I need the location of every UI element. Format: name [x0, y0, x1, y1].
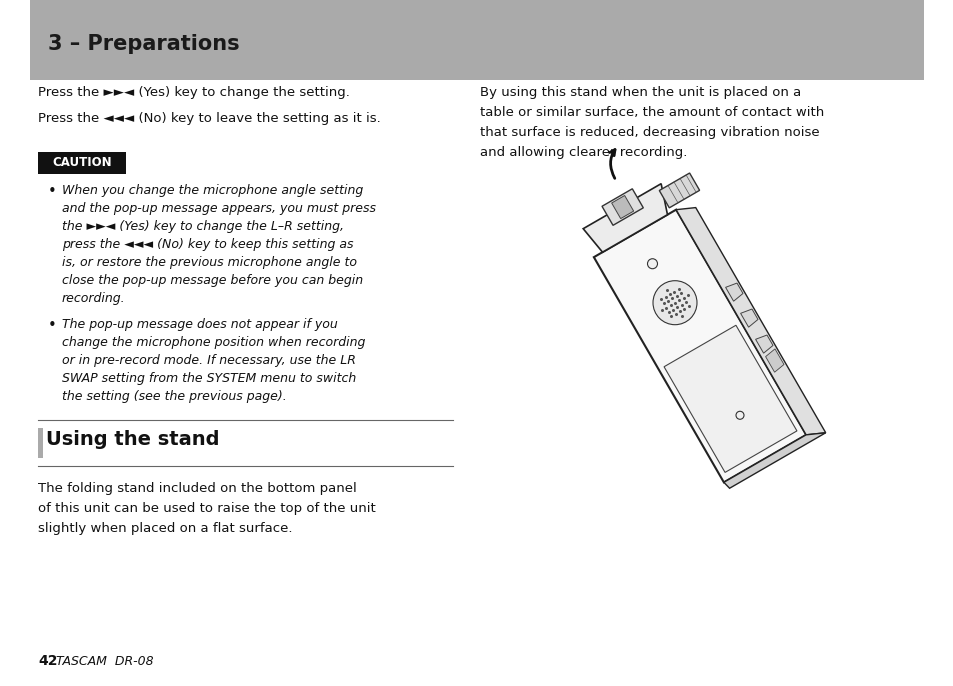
Polygon shape [582, 184, 667, 252]
Polygon shape [663, 325, 796, 473]
Text: is, or restore the previous microphone angle to: is, or restore the previous microphone a… [62, 256, 356, 269]
Polygon shape [593, 210, 805, 482]
Bar [38, 152, 126, 174]
Text: Press the ►►◄ (Yes) key to change the setting.: Press the ►►◄ (Yes) key to change the se… [38, 86, 350, 99]
Circle shape [652, 281, 697, 324]
Polygon shape [676, 208, 825, 435]
Text: or in pre-record mode. If necessary, use the LR: or in pre-record mode. If necessary, use… [62, 354, 355, 367]
Text: change the microphone position when recording: change the microphone position when reco… [62, 336, 365, 349]
Polygon shape [765, 349, 783, 372]
Text: 42: 42 [38, 654, 57, 668]
Polygon shape [659, 173, 699, 208]
Text: recording.: recording. [62, 292, 126, 305]
Text: 3 – Preparations: 3 – Preparations [48, 34, 239, 54]
Text: •: • [48, 318, 56, 333]
Text: table or similar surface, the amount of contact with: table or similar surface, the amount of … [479, 106, 823, 119]
Text: Press the ◄◄◄ (No) key to leave the setting as it is.: Press the ◄◄◄ (No) key to leave the sett… [38, 112, 380, 125]
Polygon shape [611, 196, 633, 219]
Text: and allowing clearer recording.: and allowing clearer recording. [479, 146, 687, 159]
Polygon shape [755, 335, 772, 353]
Circle shape [647, 259, 657, 269]
Text: The pop-up message does not appear if you: The pop-up message does not appear if yo… [62, 318, 337, 331]
Text: press the ◄◄◄ (No) key to keep this setting as: press the ◄◄◄ (No) key to keep this sett… [62, 238, 354, 251]
Text: When you change the microphone angle setting: When you change the microphone angle set… [62, 184, 363, 197]
Text: of this unit can be used to raise the top of the unit: of this unit can be used to raise the to… [38, 502, 375, 515]
Text: By using this stand when the unit is placed on a: By using this stand when the unit is pla… [479, 86, 801, 99]
Polygon shape [740, 309, 758, 327]
Polygon shape [601, 189, 642, 225]
Bar [30, 0, 923, 80]
Text: CAUTION: CAUTION [52, 156, 112, 169]
Bar [38, 428, 43, 458]
Polygon shape [723, 433, 825, 488]
Polygon shape [725, 283, 742, 301]
Text: close the pop-up message before you can begin: close the pop-up message before you can … [62, 274, 363, 287]
Text: TASCAM  DR-08: TASCAM DR-08 [56, 655, 153, 668]
Text: the setting (see the previous page).: the setting (see the previous page). [62, 390, 287, 403]
Text: and the pop-up message appears, you must press: and the pop-up message appears, you must… [62, 202, 375, 215]
Text: the ►►◄ (Yes) key to change the L–R setting,: the ►►◄ (Yes) key to change the L–R sett… [62, 220, 344, 233]
Text: slightly when placed on a flat surface.: slightly when placed on a flat surface. [38, 522, 293, 535]
Circle shape [735, 412, 743, 419]
Text: The folding stand included on the bottom panel: The folding stand included on the bottom… [38, 482, 356, 495]
Text: •: • [48, 184, 56, 199]
Text: that surface is reduced, decreasing vibration noise: that surface is reduced, decreasing vibr… [479, 126, 819, 139]
Text: Using the stand: Using the stand [46, 430, 219, 449]
Text: SWAP setting from the SYSTEM menu to switch: SWAP setting from the SYSTEM menu to swi… [62, 372, 355, 385]
